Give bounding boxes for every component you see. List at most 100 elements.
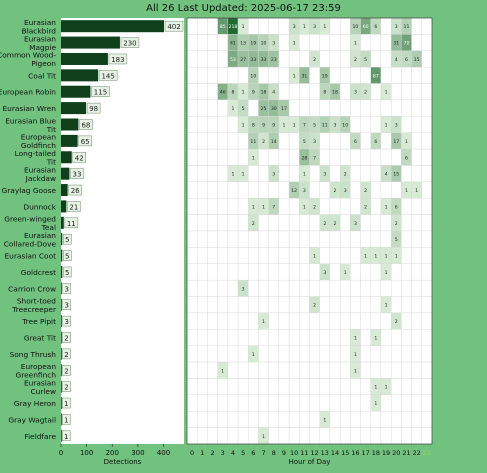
heatmap-value: 17 (281, 106, 287, 112)
heatmap-cell (207, 116, 218, 133)
heatmap-cell (319, 394, 331, 412)
heatmap-cell (207, 394, 218, 412)
heatmap-cell (380, 132, 392, 150)
heatmap-value: 3 (313, 24, 316, 30)
heatmap-cell (186, 411, 198, 428)
heatmap-cell (309, 181, 320, 199)
heatmap-value: 4 (395, 57, 398, 63)
heatmap-cell (237, 132, 249, 150)
heatmap-cell (237, 198, 249, 215)
heatmap-cell (421, 148, 433, 166)
heatmap-cell (227, 378, 239, 396)
heatmap-cell (411, 263, 422, 281)
heatmap-cell (197, 214, 208, 232)
bar (61, 380, 62, 393)
heatmap-value: 25 (261, 106, 267, 112)
species-label: Fieldfare (24, 432, 56, 441)
bar-value-box (62, 299, 72, 310)
heatmap-cell (329, 50, 341, 68)
heatmap-cell (278, 132, 290, 150)
heatmap-cell (421, 17, 433, 35)
heatmap-cell (401, 247, 412, 264)
heatmap-cell (268, 214, 280, 232)
heatmap-cell (380, 411, 392, 428)
heatmap-value: 5 (313, 123, 316, 129)
heatmap-value: 1 (374, 401, 377, 407)
species-label: Eurasian Blackbird (22, 18, 57, 35)
bar-value-box (62, 397, 71, 409)
heatmap-value: 1 (385, 254, 388, 260)
heatmap-cell (278, 411, 290, 428)
species-label-line: Short-toed (17, 296, 56, 305)
heatmap-cell (197, 66, 208, 84)
heatmap-cell (329, 247, 341, 264)
heatmap-cell (319, 427, 331, 445)
heatmap-cell (227, 312, 239, 330)
heatmap-cell (197, 198, 208, 215)
bar-value-label: 33 (72, 171, 81, 179)
heatmap-value: 1 (374, 254, 377, 260)
heatmap-value: 2 (323, 221, 326, 227)
bar-value-label: 183 (111, 56, 124, 64)
bar (61, 413, 62, 426)
heatmap-cell (268, 427, 280, 445)
bar (61, 85, 91, 98)
heatmap-cell (197, 99, 208, 117)
heatmap-value: 6 (354, 139, 357, 145)
heatmap-cell (370, 116, 382, 133)
heatmap-value: 6 (374, 24, 377, 30)
heatmap-cell (288, 165, 300, 183)
bar (61, 167, 70, 180)
heatmap-cell (217, 378, 229, 396)
heatmap-cell (278, 83, 290, 101)
heatmap-value: 1 (283, 123, 286, 129)
bar-value-label: 3 (65, 302, 69, 310)
heatmap-cell (411, 312, 422, 330)
bar-value-label: 5 (65, 236, 69, 244)
heatmap-value: 46 (220, 90, 226, 96)
heatmap-cell (258, 329, 269, 346)
heatmap-cell (411, 394, 422, 412)
heatmap-value: 6 (405, 57, 408, 63)
heatmap-value: 31 (393, 41, 399, 47)
species-label-line: Common Wood- (0, 51, 56, 60)
hour-tick-label: 23 (423, 449, 431, 457)
heatmap-cell (268, 247, 280, 264)
heatmap-cell (248, 181, 259, 199)
heatmap-cell (299, 394, 310, 412)
heatmap-cell (390, 66, 402, 84)
heatmap-value: 1 (293, 73, 296, 79)
heatmap-value: 41 (230, 41, 236, 47)
heatmap-value: 1 (385, 90, 388, 96)
heatmap-cell (207, 279, 218, 297)
heatmap-value: 18 (261, 90, 267, 96)
heatmap-cell (217, 34, 229, 51)
heatmap-cell (217, 411, 229, 428)
x-tick-label: 400 (157, 449, 170, 457)
heatmap-cell (288, 411, 300, 428)
heatmap-cell (299, 214, 310, 232)
heatmap-cell (299, 312, 310, 330)
heatmap-cell (309, 345, 320, 363)
heatmap-cell (217, 247, 229, 264)
heatmap-cell (309, 361, 320, 379)
species-label: Green-winged Teal (4, 215, 56, 233)
heatmap-cell (268, 17, 280, 35)
heatmap-cell (380, 148, 392, 166)
heatmap-cell (350, 411, 361, 428)
heatmap-cell (370, 230, 382, 248)
heatmap-cell (421, 329, 433, 346)
heatmap-value: 12 (291, 188, 297, 194)
species-label-line: Teal (41, 223, 56, 232)
heatmap-cell (197, 312, 208, 330)
heatmap-cell (411, 132, 422, 150)
heatmap-cell (288, 329, 300, 346)
heatmap-cell (278, 296, 290, 314)
heatmap-cell (248, 427, 259, 445)
heatmap-value: 1 (221, 368, 224, 374)
heatmap-cell (288, 247, 300, 264)
bar-value-box (79, 119, 93, 130)
heatmap-cell (278, 263, 290, 281)
heatmap-cell (197, 427, 208, 445)
heatmap-cell (278, 247, 290, 264)
